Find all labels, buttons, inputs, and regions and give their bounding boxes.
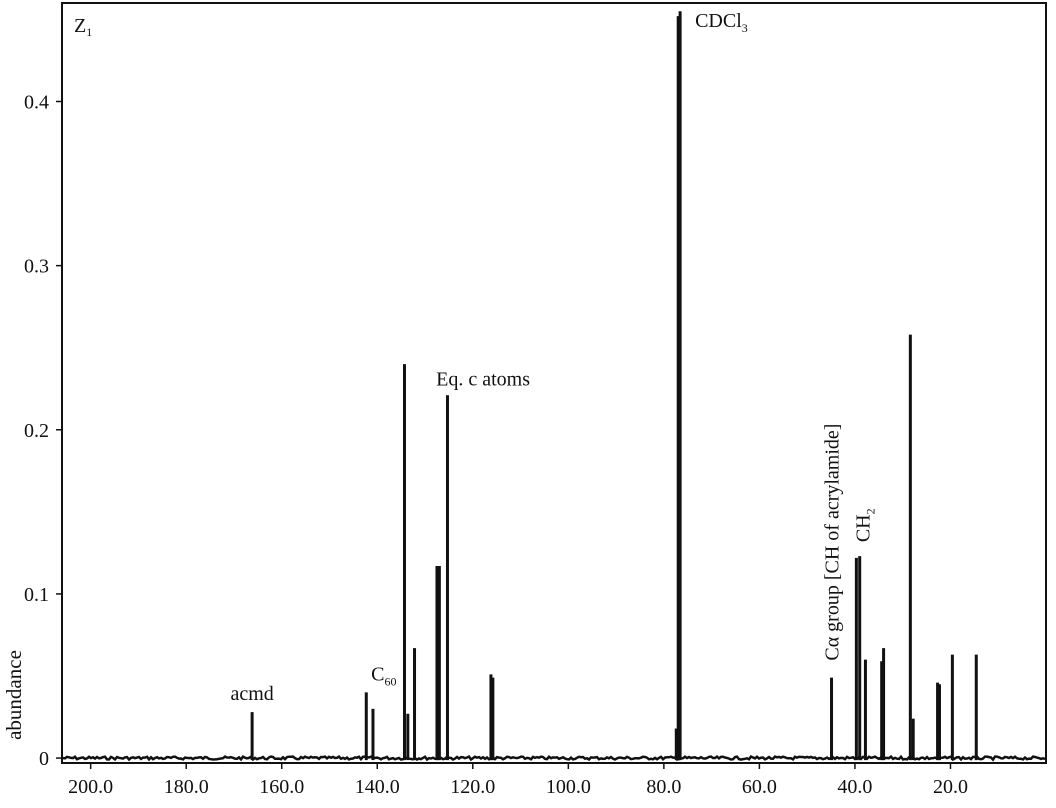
annotation-label: CH2	[852, 508, 877, 542]
annotations: acmd C60 Eq. c atoms CDCl3 Cα group [CH of a…	[230, 10, 877, 705]
annotation-label: Cα group [CH of acrylamide]	[822, 424, 844, 661]
x-tick-label: 100.0	[546, 776, 591, 798]
y-axis-label: abundance	[2, 650, 26, 740]
x-tick-label: 140.0	[355, 776, 400, 798]
x-tick-label: 80.0	[646, 776, 681, 798]
y-tick-label: 0.4	[24, 91, 49, 113]
panel-label: Z1	[74, 15, 92, 39]
baseline-noise	[62, 754, 1046, 762]
annotation-label: C60	[371, 663, 396, 688]
x-axis: 200.0 180.0 160.0 140.0 120.0 100.0 80.0 60.0 40…	[68, 763, 968, 798]
panel-label-sub: 1	[86, 25, 92, 39]
x-tick-label: 180.0	[164, 776, 209, 798]
y-tick-label: 0.1	[24, 584, 49, 606]
baseline-layer	[62, 754, 1046, 762]
annotation-label: acmd	[230, 683, 273, 705]
annotation-subscript: 2	[863, 508, 877, 514]
peaks-layer	[250, 11, 978, 761]
x-tick-label: 200.0	[68, 776, 113, 798]
x-tick-label: 60.0	[742, 776, 777, 798]
annotation-subscript: 3	[742, 21, 748, 35]
annotation-text: Cα group [CH of acrylamide]	[822, 424, 844, 661]
annotation-text: C	[371, 663, 384, 685]
x-tick-label: 20.0	[933, 776, 968, 798]
x-tick-label: 40.0	[837, 776, 872, 798]
plot-frame	[61, 2, 1047, 764]
annotation-text: CDCl	[695, 10, 742, 32]
annotation-subscript: 60	[384, 674, 396, 688]
panel-label-main: Z	[74, 15, 86, 37]
x-tick-label: 120.0	[450, 776, 495, 798]
y-tick-label: 0	[39, 748, 49, 770]
annotation-text: CH	[852, 514, 874, 542]
y-axis: 0 0.1 0.2 0.3 0.4	[24, 91, 62, 770]
x-tick-label: 160.0	[259, 776, 304, 798]
annotation-text: Eq. c atoms	[436, 368, 530, 390]
annotation-label: CDCl3	[695, 10, 748, 35]
annotation-text: acmd	[230, 683, 273, 705]
annotation-label: Eq. c atoms	[436, 368, 530, 390]
y-tick-label: 0.3	[24, 256, 49, 278]
y-tick-label: 0.2	[24, 420, 49, 442]
